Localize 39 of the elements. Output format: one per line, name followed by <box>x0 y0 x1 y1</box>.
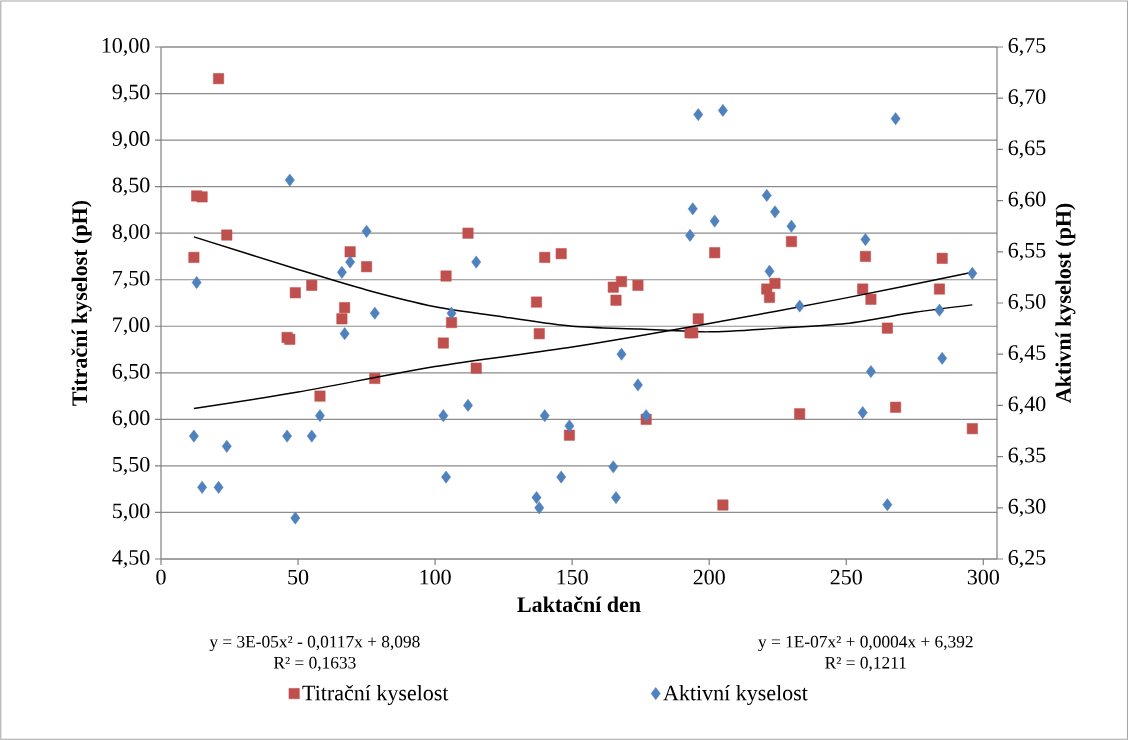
y2-tick-label: 6,45 <box>1008 345 1046 364</box>
y-axis-title: Titrační kyselost (pH) <box>71 200 92 406</box>
text: R² = 0,1633 <box>273 656 356 672</box>
y-tick-label: 9,00 <box>112 131 150 150</box>
y-tick-label: 5,50 <box>113 456 150 475</box>
y2-tick-label: 6,25 <box>1008 550 1046 568</box>
y-tick-label: 4,50 <box>112 549 150 569</box>
y-tick-label: 6,00 <box>112 410 150 429</box>
y2-tick-label: 6,65 <box>1008 140 1046 159</box>
y-tick-label: 10,00 <box>102 37 150 57</box>
legend-label: Aktivní kyselost <box>663 684 808 705</box>
x-tick-label: 0 <box>156 569 166 585</box>
x-tick-label: 100 <box>420 569 451 585</box>
y2-tick-label: 6,35 <box>1008 447 1046 466</box>
y2-tick-label: 6,50 <box>1008 293 1046 313</box>
y-tick-label: 8,00 <box>112 224 150 243</box>
y2-tick-label: 6,30 <box>1008 498 1046 517</box>
y2-tick-label: 6,75 <box>1008 38 1046 56</box>
x-tick-label: 150 <box>557 569 588 585</box>
y-tick-label: 8,50 <box>112 177 150 196</box>
y2-tick-label: 6,60 <box>1008 191 1046 210</box>
y-tick-label: 9,50 <box>112 84 150 103</box>
text: R² = 0,1211 <box>825 656 906 672</box>
x-tick-label: 50 <box>288 569 309 585</box>
x-axis-title: Laktační den <box>517 596 641 613</box>
legend-label: Titrační kyselost <box>302 684 449 705</box>
text: y = 1E-07x² + 0,0004x + 6,392 <box>758 635 973 652</box>
y-tick-label: 7,00 <box>113 317 150 336</box>
y-tick-label: 5,00 <box>113 503 150 522</box>
y2-tick-label: 6,55 <box>1008 242 1046 261</box>
y-tick-label: 6,50 <box>112 363 150 382</box>
x-tick-label: 300 <box>967 569 999 585</box>
x-tick-label: 200 <box>693 569 725 585</box>
y2-tick-label: 6,40 <box>1008 396 1046 415</box>
y2-axis-title: Aktivní kyselost (pH) <box>1055 203 1076 404</box>
y2-tick-label: 6,70 <box>1008 89 1046 108</box>
y-tick-label: 7,50 <box>113 270 150 289</box>
x-tick-label: 250 <box>830 569 862 585</box>
text: y = 3E-05x² - 0,0117x + 8,098 <box>209 635 420 652</box>
